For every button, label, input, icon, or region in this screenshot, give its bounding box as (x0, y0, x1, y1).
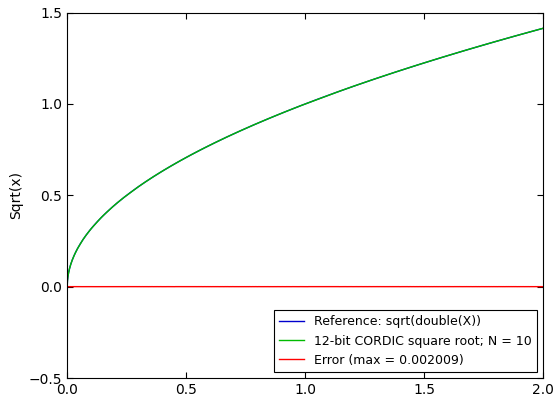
Legend: Reference: sqrt(double(X)), 12-bit CORDIC square root; N = 10, Error (max = 0.00: Reference: sqrt(double(X)), 12-bit CORDI… (274, 310, 537, 372)
12-bit CORDIC square root; N = 10 (88, 226, 95, 231)
Error (max = 0.002009) (209, 284, 216, 289)
12-bit CORDIC square root; N = 10 (438, 55, 445, 60)
Error (max = 0.002009) (526, 284, 533, 289)
Error (max = 0.002009) (283, 284, 290, 289)
Reference: sqrt(double(X)): (2, 1.41): sqrt(double(X)): (2, 1.41) (540, 26, 547, 31)
Line: 12-bit CORDIC square root; N = 10: 12-bit CORDIC square root; N = 10 (67, 28, 543, 286)
Error (max = 0.002009) (296, 284, 302, 289)
12-bit CORDIC square root; N = 10 (526, 29, 533, 34)
Reference: sqrt(double(X)): (1e-10, 1e-05): sqrt(double(X)): (1e-10, 1e-05) (64, 284, 71, 289)
Line: Reference: sqrt(double(X)): Reference: sqrt(double(X)) (67, 28, 543, 286)
Reference: sqrt(double(X)): (0.102, 0.319): sqrt(double(X)): (0.102, 0.319) (88, 226, 95, 231)
Error (max = 0.002009) (88, 284, 95, 289)
Reference: sqrt(double(X)): (1.57, 1.25): sqrt(double(X)): (1.57, 1.25) (438, 55, 445, 60)
12-bit CORDIC square root; N = 10 (295, 104, 302, 109)
Reference: sqrt(double(X)): (0.919, 0.959): sqrt(double(X)): (0.919, 0.959) (283, 109, 290, 114)
Y-axis label: Sqrt(x): Sqrt(x) (10, 171, 24, 219)
12-bit CORDIC square root; N = 10 (526, 30, 533, 35)
12-bit CORDIC square root; N = 10 (540, 26, 547, 31)
Error (max = 0.002009) (64, 284, 71, 289)
Reference: sqrt(double(X)): (1.94, 1.39): sqrt(double(X)): (1.94, 1.39) (526, 29, 533, 34)
Error (max = 0.002009) (540, 284, 547, 289)
12-bit CORDIC square root; N = 10 (64, 284, 71, 289)
Error (max = 0.002009) (526, 284, 533, 289)
Reference: sqrt(double(X)): (1.94, 1.39): sqrt(double(X)): (1.94, 1.39) (526, 29, 533, 34)
12-bit CORDIC square root; N = 10 (283, 109, 290, 114)
Reference: sqrt(double(X)): (0.972, 0.986): sqrt(double(X)): (0.972, 0.986) (295, 104, 302, 109)
Error (max = 0.002009) (234, 284, 240, 289)
Error (max = 0.002009) (439, 284, 446, 289)
